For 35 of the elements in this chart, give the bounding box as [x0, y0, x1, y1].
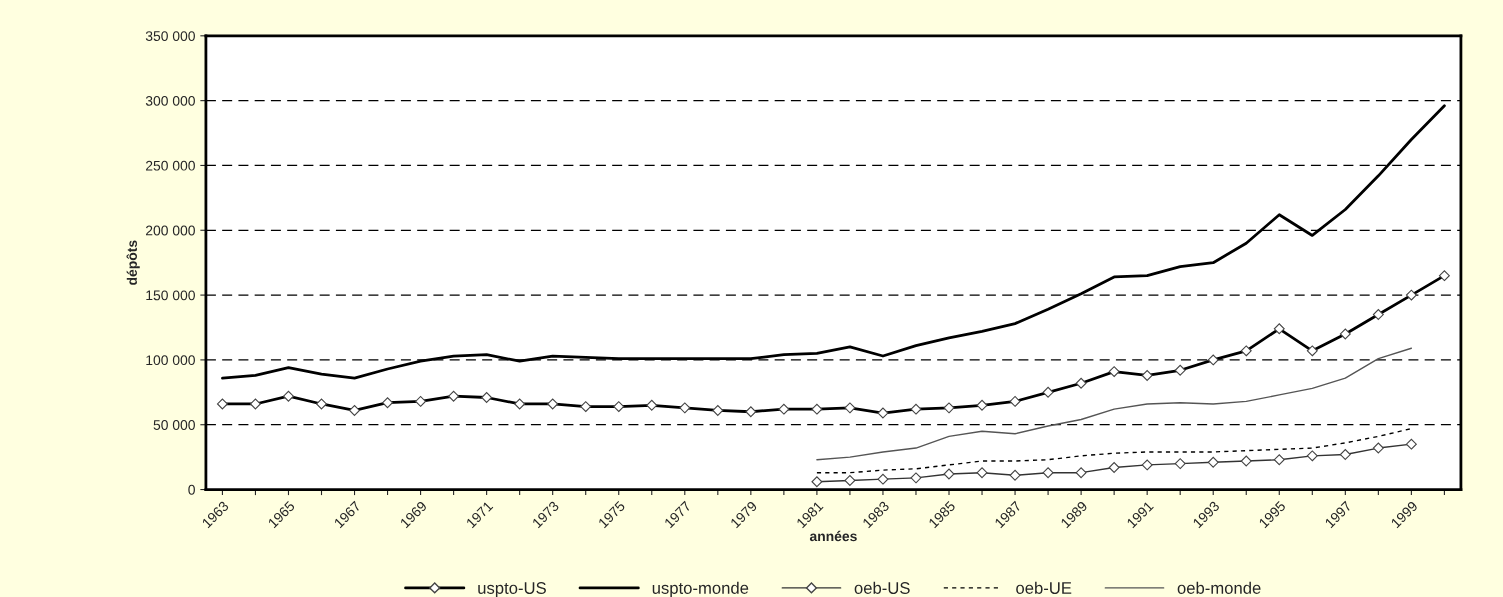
y-tick-label: 300 000 — [145, 95, 195, 106]
legend-label: uspto-US — [478, 582, 546, 597]
point — [1405, 438, 1417, 450]
point — [943, 468, 955, 480]
point — [1240, 455, 1252, 467]
legend-label: oeb-UE — [1016, 581, 1072, 594]
y-tick-label: 150 000 — [146, 290, 195, 301]
line-series — [816, 347, 1413, 461]
y-tick-label: 0 — [188, 484, 195, 495]
point — [1306, 450, 1318, 462]
point — [1174, 458, 1186, 470]
y-tick-label: 100 000 — [146, 355, 195, 366]
point — [1108, 462, 1120, 473]
y-tick-label: 50 000 — [153, 420, 195, 430]
point — [1009, 469, 1021, 481]
y-tick-label: 350 000 — [145, 31, 195, 41]
point — [811, 476, 823, 488]
point — [976, 467, 988, 479]
point — [1339, 449, 1351, 461]
legend-label: oeb-US — [854, 581, 910, 594]
point — [1075, 467, 1087, 479]
point — [1207, 456, 1219, 468]
point — [1042, 467, 1054, 479]
point — [1273, 454, 1285, 466]
point — [844, 474, 856, 486]
x-axis-title: années — [809, 530, 857, 542]
point — [910, 472, 922, 484]
legend-label: oeb-monde — [1177, 581, 1261, 594]
y-tick-label: 200 000 — [145, 225, 195, 236]
y-axis-title: dépôts — [126, 240, 140, 285]
y-tick-label: 250 000 — [145, 160, 195, 171]
point — [1141, 459, 1153, 471]
point — [877, 473, 889, 485]
point — [1372, 442, 1384, 454]
legend-label: uspto-monde — [652, 581, 749, 597]
